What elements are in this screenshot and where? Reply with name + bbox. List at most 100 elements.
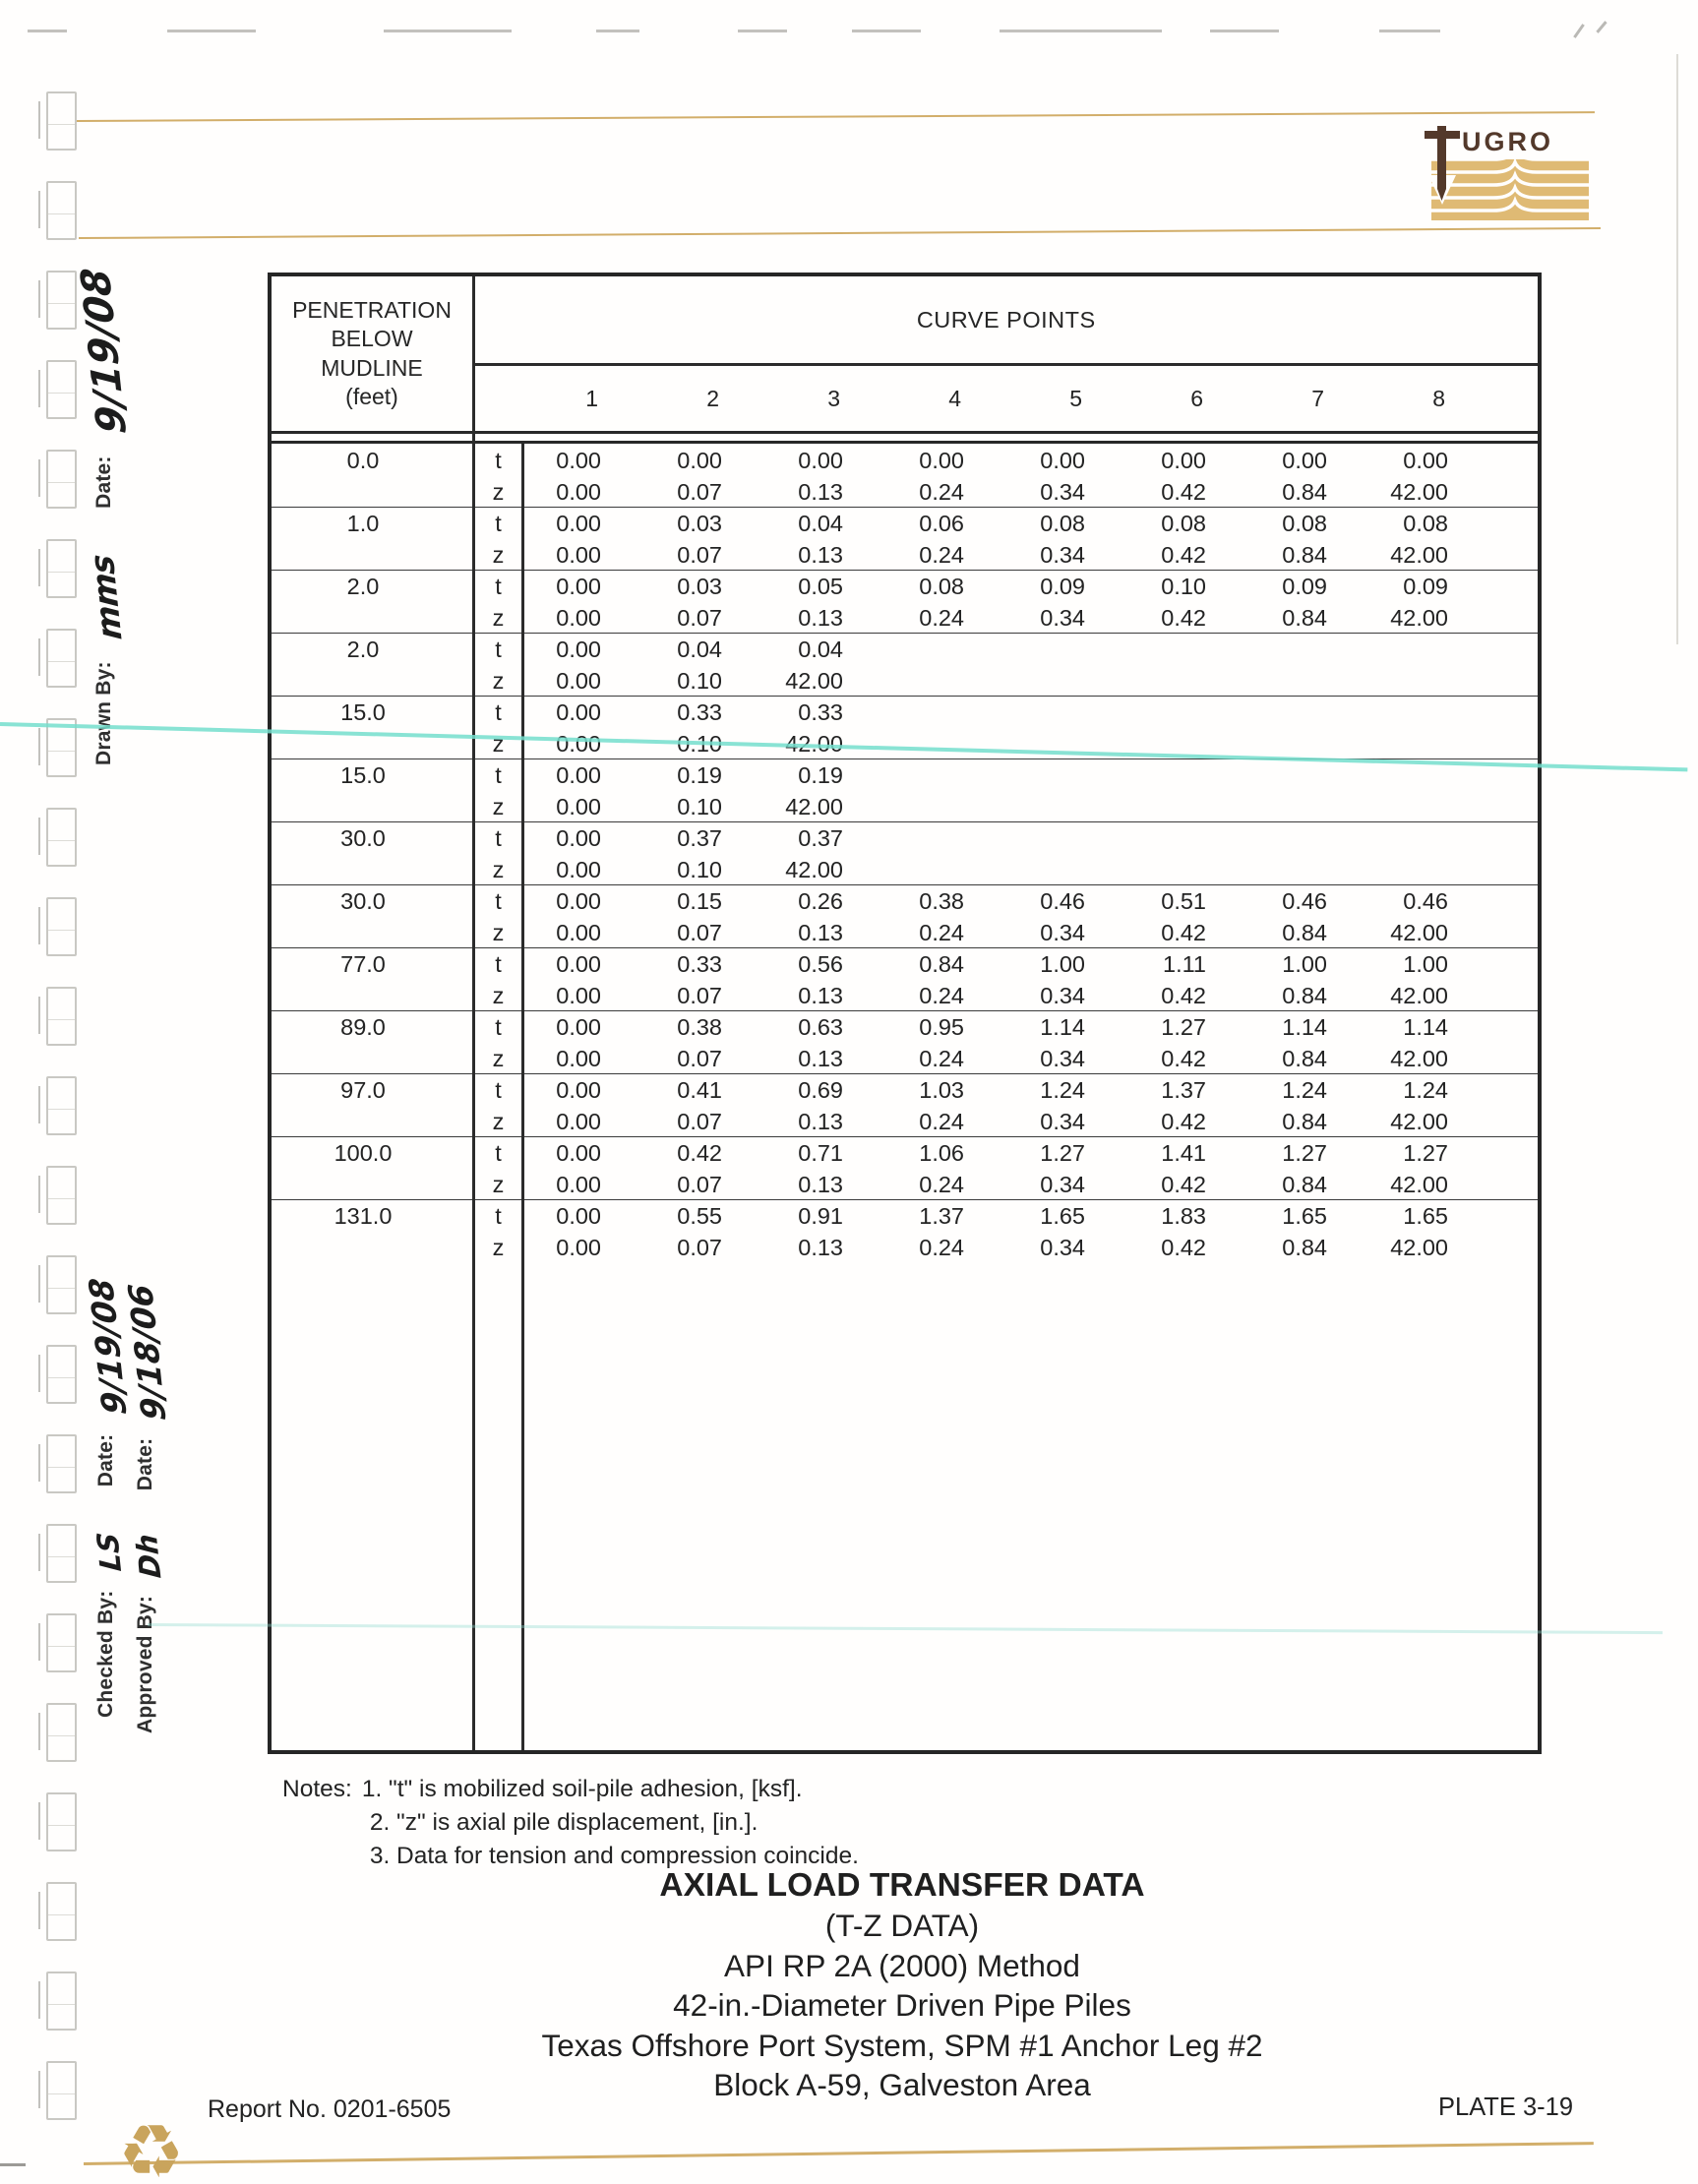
z-value bbox=[1085, 791, 1206, 822]
z-value: 0.07 bbox=[677, 1235, 722, 1260]
z-value bbox=[964, 854, 1085, 885]
t-values-row: 0.00 0.19 0.19 bbox=[524, 759, 1538, 791]
plate-subtitle: (T-Z DATA) bbox=[824, 1908, 980, 1943]
tz-labels: t z bbox=[472, 571, 524, 633]
t-value: 1.83 bbox=[1161, 1203, 1206, 1229]
z-value: 42.00 bbox=[1390, 1109, 1448, 1134]
t-value: 0.08 bbox=[919, 574, 964, 599]
z-value: 0.10 bbox=[677, 857, 722, 882]
t-value: 1.27 bbox=[1403, 1140, 1448, 1166]
z-label: z bbox=[492, 794, 505, 819]
penetration-value: 89.0 bbox=[340, 1014, 386, 1040]
z-value: 0.13 bbox=[798, 983, 843, 1008]
z-value: 0.07 bbox=[677, 1109, 722, 1134]
tz-labels: t z bbox=[472, 697, 524, 758]
z-value: 0.84 bbox=[1282, 542, 1327, 568]
z-values-row: 0.00 0.10 42.00 bbox=[524, 854, 1538, 885]
approved-by-initials: Dh bbox=[129, 1533, 168, 1579]
z-value: 0.34 bbox=[1040, 1109, 1085, 1134]
table-row-pair: 89.0 t z 0.00 0.38 0.63 0.95 1.14 1.27 1.14… bbox=[272, 1011, 1538, 1074]
z-value bbox=[1327, 791, 1448, 822]
z-value: 0.84 bbox=[1282, 983, 1327, 1008]
t-value: 0.05 bbox=[798, 574, 843, 599]
t-value: 0.00 bbox=[556, 1077, 601, 1103]
z-value bbox=[1206, 665, 1327, 697]
t-value bbox=[843, 634, 964, 665]
z-value: 0.07 bbox=[677, 920, 722, 945]
plate-title: AXIAL LOAD TRANSFER DATA bbox=[659, 1867, 1145, 1904]
column-divider bbox=[521, 444, 524, 1750]
t-value: 0.03 bbox=[677, 511, 722, 536]
page-edge-line bbox=[1676, 54, 1678, 644]
z-value bbox=[1327, 728, 1448, 759]
table-row-pair: 1.0 t z 0.00 0.03 0.04 0.06 0.08 0.08 0.08 0… bbox=[272, 508, 1538, 571]
drawn-by-signature: mms bbox=[82, 554, 130, 641]
z-value: 0.24 bbox=[919, 1046, 964, 1071]
z-label: z bbox=[492, 605, 505, 631]
t-value: 0.00 bbox=[556, 699, 601, 725]
z-value bbox=[843, 665, 964, 697]
z-value: 0.42 bbox=[1161, 605, 1206, 631]
t-value: 1.00 bbox=[1040, 951, 1085, 977]
t-value: 0.00 bbox=[1161, 448, 1206, 473]
z-value: 0.00 bbox=[556, 1046, 601, 1071]
curve-points-header: CURVE POINTS bbox=[474, 276, 1538, 366]
z-label: z bbox=[492, 479, 505, 505]
penetration-value: 100.0 bbox=[334, 1140, 393, 1166]
t-value: 1.65 bbox=[1040, 1203, 1085, 1229]
z-value: 42.00 bbox=[785, 794, 843, 819]
t-values-row: 0.00 0.04 0.04 bbox=[524, 634, 1538, 665]
t-value: 0.33 bbox=[677, 699, 722, 725]
z-value: 42.00 bbox=[1390, 1235, 1448, 1260]
t-value: 0.00 bbox=[556, 448, 601, 473]
z-value: 0.00 bbox=[556, 983, 601, 1008]
z-value: 42.00 bbox=[785, 668, 843, 694]
penetration-value: 30.0 bbox=[340, 825, 386, 851]
t-value bbox=[1327, 697, 1448, 728]
z-value bbox=[843, 791, 964, 822]
t-value: 0.37 bbox=[798, 825, 843, 851]
z-value: 0.07 bbox=[677, 983, 722, 1008]
t-value: 0.38 bbox=[919, 888, 964, 914]
z-value: 0.10 bbox=[677, 668, 722, 694]
z-value: 0.24 bbox=[919, 479, 964, 505]
tz-labels: t z bbox=[472, 948, 524, 1010]
z-value: 0.34 bbox=[1040, 542, 1085, 568]
z-label: z bbox=[492, 1235, 505, 1260]
z-values-row: 0.00 0.07 0.13 0.24 0.34 0.42 0.84 42.00 bbox=[524, 917, 1538, 948]
t-value: 0.00 bbox=[556, 637, 601, 662]
notes-label: Notes: bbox=[282, 1776, 352, 1802]
t-value: 0.00 bbox=[556, 1014, 601, 1040]
tz-labels: t z bbox=[472, 1137, 524, 1199]
z-value: 0.00 bbox=[556, 857, 601, 882]
z-value: 0.34 bbox=[1040, 479, 1085, 505]
t-value: 0.08 bbox=[1282, 511, 1327, 536]
t-value: 0.04 bbox=[798, 511, 843, 536]
z-value bbox=[1327, 665, 1448, 697]
t-values-row: 0.00 0.37 0.37 bbox=[524, 822, 1538, 854]
z-value bbox=[964, 728, 1085, 759]
z-value bbox=[1206, 854, 1327, 885]
z-values-row: 0.00 0.07 0.13 0.24 0.34 0.42 0.84 42.00 bbox=[524, 980, 1538, 1011]
z-values-row: 0.00 0.10 42.00 bbox=[524, 791, 1538, 822]
gold-rule-second bbox=[78, 227, 1601, 239]
z-value bbox=[1206, 728, 1327, 759]
penetration-value: 30.0 bbox=[340, 888, 386, 914]
z-label: z bbox=[492, 1046, 505, 1071]
penetration-value: 15.0 bbox=[340, 699, 386, 725]
t-value: 1.00 bbox=[1282, 951, 1327, 977]
z-values-row: 0.00 0.10 42.00 bbox=[524, 665, 1538, 697]
z-label: z bbox=[492, 542, 505, 568]
z-value: 0.07 bbox=[677, 542, 722, 568]
z-value: 0.00 bbox=[556, 1172, 601, 1197]
t-values-row: 0.00 0.42 0.71 1.06 1.27 1.41 1.27 1.27 bbox=[524, 1137, 1538, 1169]
scan-artifact bbox=[0, 2163, 26, 2166]
z-value: 0.84 bbox=[1282, 479, 1327, 505]
t-value bbox=[843, 822, 964, 854]
t-value bbox=[1085, 634, 1206, 665]
z-values-row: 0.00 0.10 42.00 bbox=[524, 728, 1538, 759]
z-value: 0.42 bbox=[1161, 479, 1206, 505]
gold-rule-bottom bbox=[83, 2142, 1594, 2165]
z-value: 0.42 bbox=[1161, 1046, 1206, 1071]
z-value bbox=[1085, 665, 1206, 697]
